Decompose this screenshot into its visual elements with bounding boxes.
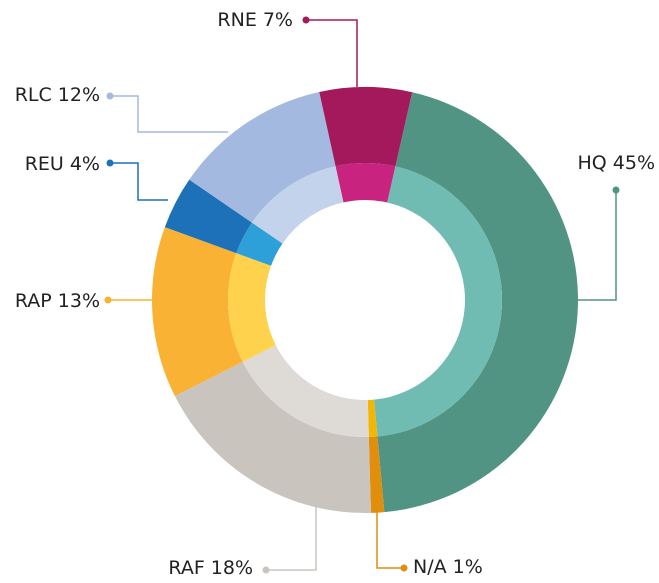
slice-label: RLC 12% (15, 84, 100, 106)
leader-dot (104, 296, 112, 304)
value-label: 4% (70, 153, 100, 175)
category-name: HQ (578, 152, 607, 174)
leader-dot (302, 16, 310, 24)
leader-dot (106, 92, 114, 100)
category-name: N/A (413, 556, 447, 578)
inner-wedge (227, 253, 276, 362)
category-name: RAP (15, 290, 52, 312)
inner-wedge (242, 345, 369, 437)
leader-dot (262, 566, 270, 574)
value-label: 13% (58, 290, 100, 312)
leader-line (110, 162, 168, 201)
category-name: RLC (15, 84, 52, 106)
inner-wedge (236, 222, 283, 266)
category-name: REU (25, 153, 64, 175)
slice-label: RNE 7% (217, 9, 293, 31)
value-label: 18% (211, 557, 253, 579)
outer-wedge (189, 91, 336, 223)
outer-wedge (164, 179, 252, 254)
slice-label: REU 4% (25, 153, 100, 175)
slice-label: RAF 18% (168, 557, 253, 579)
category-name: RNE (217, 9, 256, 31)
leader-dot (612, 186, 620, 194)
value-label: 45% (613, 152, 655, 174)
inner-wedge (335, 163, 396, 203)
value-label: 12% (58, 84, 100, 106)
outer-wedge (319, 86, 413, 167)
outer-wedge (368, 436, 385, 513)
leader-line (110, 95, 228, 133)
category-name: RAF (168, 557, 204, 579)
value-label: 7% (263, 9, 293, 31)
inner-wedge (251, 166, 344, 244)
outer-wedge (377, 92, 578, 513)
outer-wedge (152, 227, 243, 397)
slice-label: HQ 45% (578, 152, 655, 174)
leader-dot (400, 564, 408, 572)
leader-line (578, 190, 617, 301)
leader-line (376, 510, 404, 569)
slice-label: RAP 13% (15, 290, 100, 312)
leader-line (266, 505, 317, 571)
inner-wedge (374, 166, 502, 437)
inner-wedge (367, 399, 378, 437)
outer-wedge (174, 361, 371, 513)
value-label: 1% (453, 556, 483, 578)
leader-line (306, 19, 358, 87)
slice-label: N/A 1% (413, 556, 483, 578)
leader-dot (106, 159, 114, 167)
